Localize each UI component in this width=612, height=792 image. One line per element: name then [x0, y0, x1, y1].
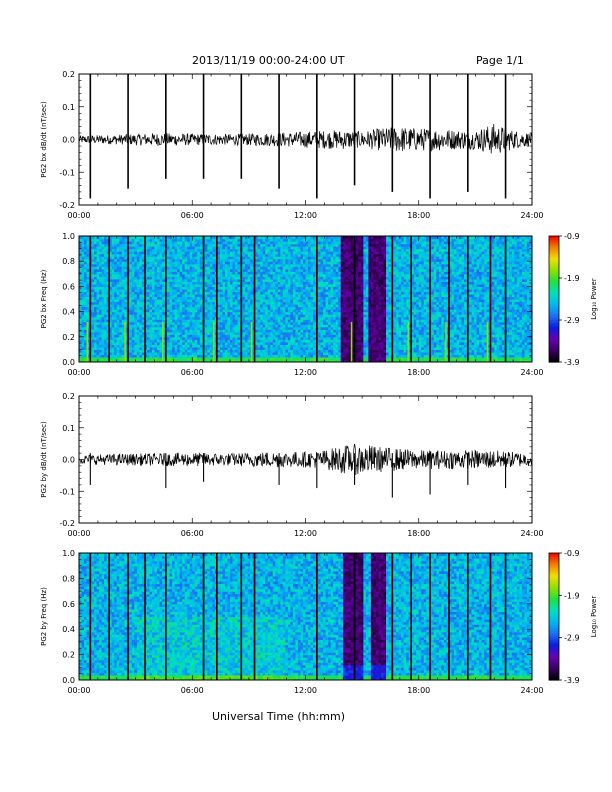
- x-tick-label: 18:00: [407, 529, 430, 538]
- colorbar-tick-label: -1.9: [564, 274, 580, 283]
- y-tick-label: 0.1: [62, 424, 75, 433]
- spectrogram: [79, 236, 532, 362]
- y-tick-label: -0.1: [59, 487, 75, 496]
- x-tick-label: 18:00: [407, 211, 430, 220]
- y-tick-label: 0.8: [62, 574, 75, 583]
- x-tick-label: 06:00: [181, 686, 204, 695]
- y-tick-label: 0.0: [62, 676, 75, 685]
- y-tick-label: 0.0: [62, 358, 75, 367]
- page-title: 2013/11/19 00:00-24:00 UT: [192, 54, 345, 67]
- colorbar-label: Log₁₀ Power: [590, 278, 598, 320]
- colorbar-frame: [548, 235, 560, 363]
- y-tick-label: 0.6: [62, 600, 75, 609]
- x-tick-label: 12:00: [294, 211, 317, 220]
- colorbar: -0.9 -1.9 -2.9 -3.9 Log₁₀ Power: [548, 232, 598, 367]
- colorbar-frame: [548, 552, 560, 681]
- colorbar-tick-label: -3.9: [564, 676, 580, 685]
- y-tick-label: 0.1: [62, 103, 75, 112]
- y-tick-label: 0.0: [62, 456, 75, 465]
- x-tick-label: 00:00: [67, 211, 90, 220]
- y-tick-label: 0.2: [62, 70, 75, 79]
- x-tick-label: 06:00: [181, 529, 204, 538]
- colorbar-label: Log₁₀ Power: [590, 596, 598, 638]
- x-tick-label: 24:00: [520, 211, 543, 220]
- colorbar-tick-label: -3.9: [564, 358, 580, 367]
- y-tick-label: 0.2: [62, 651, 75, 660]
- spectrogram: [79, 553, 532, 680]
- y-tick-label: -0.2: [59, 201, 75, 210]
- colorbar-tick-label: -1.9: [564, 591, 580, 600]
- y-tick-label: 0.2: [62, 333, 75, 342]
- colorbar-tick-label: -2.9: [564, 316, 580, 325]
- y-tick-label: 0.0: [62, 136, 75, 145]
- panel-3: 00:00 06:00 12:00 18:00 24:00 -0.2 -0.1 0.0 0.1 0…: [40, 392, 544, 538]
- y-axis-label: PG2 by dB/dt (nT/sec): [40, 421, 48, 498]
- signal-trace: [78, 123, 533, 154]
- y-tick-label: 0.2: [62, 392, 75, 401]
- signal-trace: [78, 443, 533, 475]
- x-tick-label: 06:00: [181, 211, 204, 220]
- panel-1: 00:00 06:00 12:00 18:00 24:00 -0.2 -0.1 0.0 0.1 0…: [40, 70, 544, 220]
- y-tick-label: 0.8: [62, 257, 75, 266]
- y-axis-label: PG2 by Freq (Hz): [40, 587, 48, 646]
- x-tick-label: 18:00: [407, 686, 430, 695]
- y-axis-label: PG2 bx Freq (Hz): [40, 269, 48, 328]
- y-tick-label: 1.0: [62, 549, 75, 558]
- colorbar-tick-label: -2.9: [564, 634, 580, 643]
- y-tick-label: -0.1: [59, 168, 75, 177]
- panel-2: -0.9 -1.9 -2.9 -3.9 Log₁₀ Power 00:00 06:00 12:…: [40, 232, 598, 377]
- y-tick-label: -0.2: [59, 519, 75, 528]
- y-axis-label: PG2 bx dB/dt (nT/sec): [40, 101, 48, 178]
- x-tick-label: 06:00: [181, 368, 204, 377]
- x-tick-label: 00:00: [67, 529, 90, 538]
- panel-4: -0.9 -1.9 -2.9 -3.9 Log₁₀ Power 00:00 06:00 12:…: [40, 549, 598, 695]
- x-tick-label: 18:00: [407, 368, 430, 377]
- colorbar: -0.9 -1.9 -2.9 -3.9 Log₁₀ Power: [548, 549, 598, 685]
- colorbar-tick-label: -0.9: [564, 549, 580, 558]
- x-tick-label: 00:00: [67, 686, 90, 695]
- y-tick-label: 1.0: [62, 232, 75, 241]
- y-tick-label: 0.6: [62, 282, 75, 291]
- y-tick-label: 0.4: [62, 308, 75, 317]
- y-tick-label: 0.4: [62, 625, 75, 634]
- x-tick-label: 24:00: [520, 686, 543, 695]
- x-tick-label: 24:00: [520, 529, 543, 538]
- x-tick-label: 12:00: [294, 686, 317, 695]
- colorbar-tick-label: -0.9: [564, 232, 580, 241]
- x-axis-title: Universal Time (hh:mm): [212, 710, 345, 723]
- x-tick-label: 12:00: [294, 368, 317, 377]
- page-number: Page 1/1: [476, 54, 524, 67]
- x-tick-label: 00:00: [67, 368, 90, 377]
- x-tick-label: 24:00: [520, 368, 543, 377]
- x-tick-label: 12:00: [294, 529, 317, 538]
